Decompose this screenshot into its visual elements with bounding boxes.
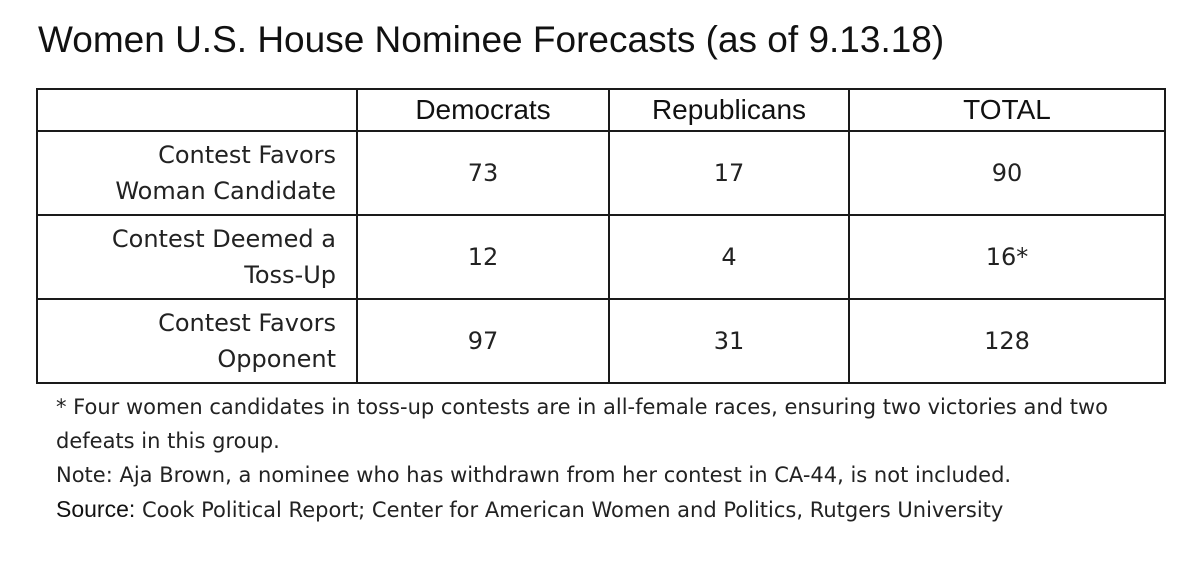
cell-total: 90 [848,130,1166,216]
source-text: Cook Political Report; Center for Americ… [135,498,1004,522]
row-label-line: Woman Candidate [115,177,336,205]
table-row: Contest Favors Woman Candidate 73 17 90 [36,130,1166,216]
row-label: Contest Favors Opponent [36,298,358,384]
row-label-line: Contest Favors [158,309,336,337]
row-label-line: Opponent [217,345,336,373]
forecast-table: Democrats Republicans TOTAL Contest Favo… [36,88,1166,384]
source-label: Source: [56,496,136,522]
cell-republicans: 17 [608,130,850,216]
header-democrats: Democrats [356,88,610,132]
notes-block: * Four women candidates in toss-up conte… [56,390,1166,527]
table-row: Contest Deemed a Toss-Up 12 4 16* [36,214,1166,300]
header-row: Democrats Republicans TOTAL [36,88,1166,132]
cell-democrats: 73 [356,130,610,216]
note: Note: Aja Brown, a nominee who has withd… [56,463,1012,487]
row-label-line: Contest Deemed a [111,225,336,253]
footnote: * Four women candidates in toss-up conte… [56,395,1108,453]
chart-title: Women U.S. House Nominee Forecasts (as o… [38,19,945,60]
cell-republicans: 31 [608,298,850,384]
source-line: Source: Cook Political Report; Center fo… [56,492,1166,527]
row-label: Contest Favors Woman Candidate [36,130,358,216]
cell-democrats: 97 [356,298,610,384]
table-row: Contest Favors Opponent 97 31 128 [36,298,1166,384]
header-total: TOTAL [848,88,1166,132]
cell-total: 16* [848,214,1166,300]
cell-total: 128 [848,298,1166,384]
header-blank [36,88,358,132]
cell-democrats: 12 [356,214,610,300]
row-label: Contest Deemed a Toss-Up [36,214,358,300]
header-republicans: Republicans [608,88,850,132]
cell-republicans: 4 [608,214,850,300]
row-label-line: Toss-Up [244,261,336,289]
row-label-line: Contest Favors [158,141,336,169]
